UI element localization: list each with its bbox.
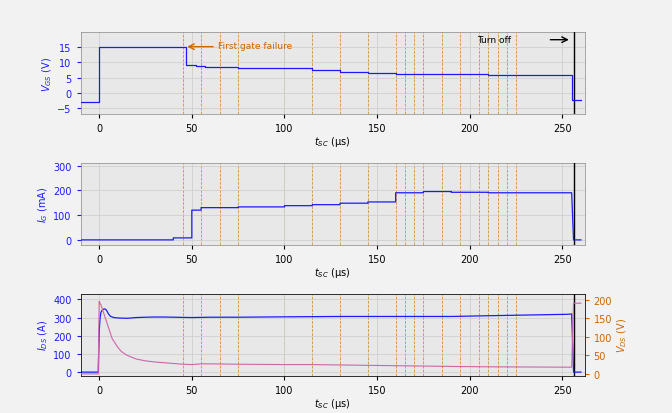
X-axis label: $t_{SC}$ (µs): $t_{SC}$ (µs) xyxy=(314,396,351,410)
Y-axis label: $V_{DS}$ (V): $V_{DS}$ (V) xyxy=(615,318,628,353)
Y-axis label: $I_G$ (mA): $I_G$ (mA) xyxy=(37,186,50,223)
X-axis label: $t_{SC}$ (µs): $t_{SC}$ (µs) xyxy=(314,135,351,149)
Text: Turn off: Turn off xyxy=(477,36,511,45)
X-axis label: $t_{SC}$ (µs): $t_{SC}$ (µs) xyxy=(314,266,351,280)
Text: First gate failure: First gate failure xyxy=(218,42,292,51)
Y-axis label: $V_{GS}$ (V): $V_{GS}$ (V) xyxy=(41,56,54,91)
Y-axis label: $I_{DS}$ (A): $I_{DS}$ (A) xyxy=(37,319,50,351)
